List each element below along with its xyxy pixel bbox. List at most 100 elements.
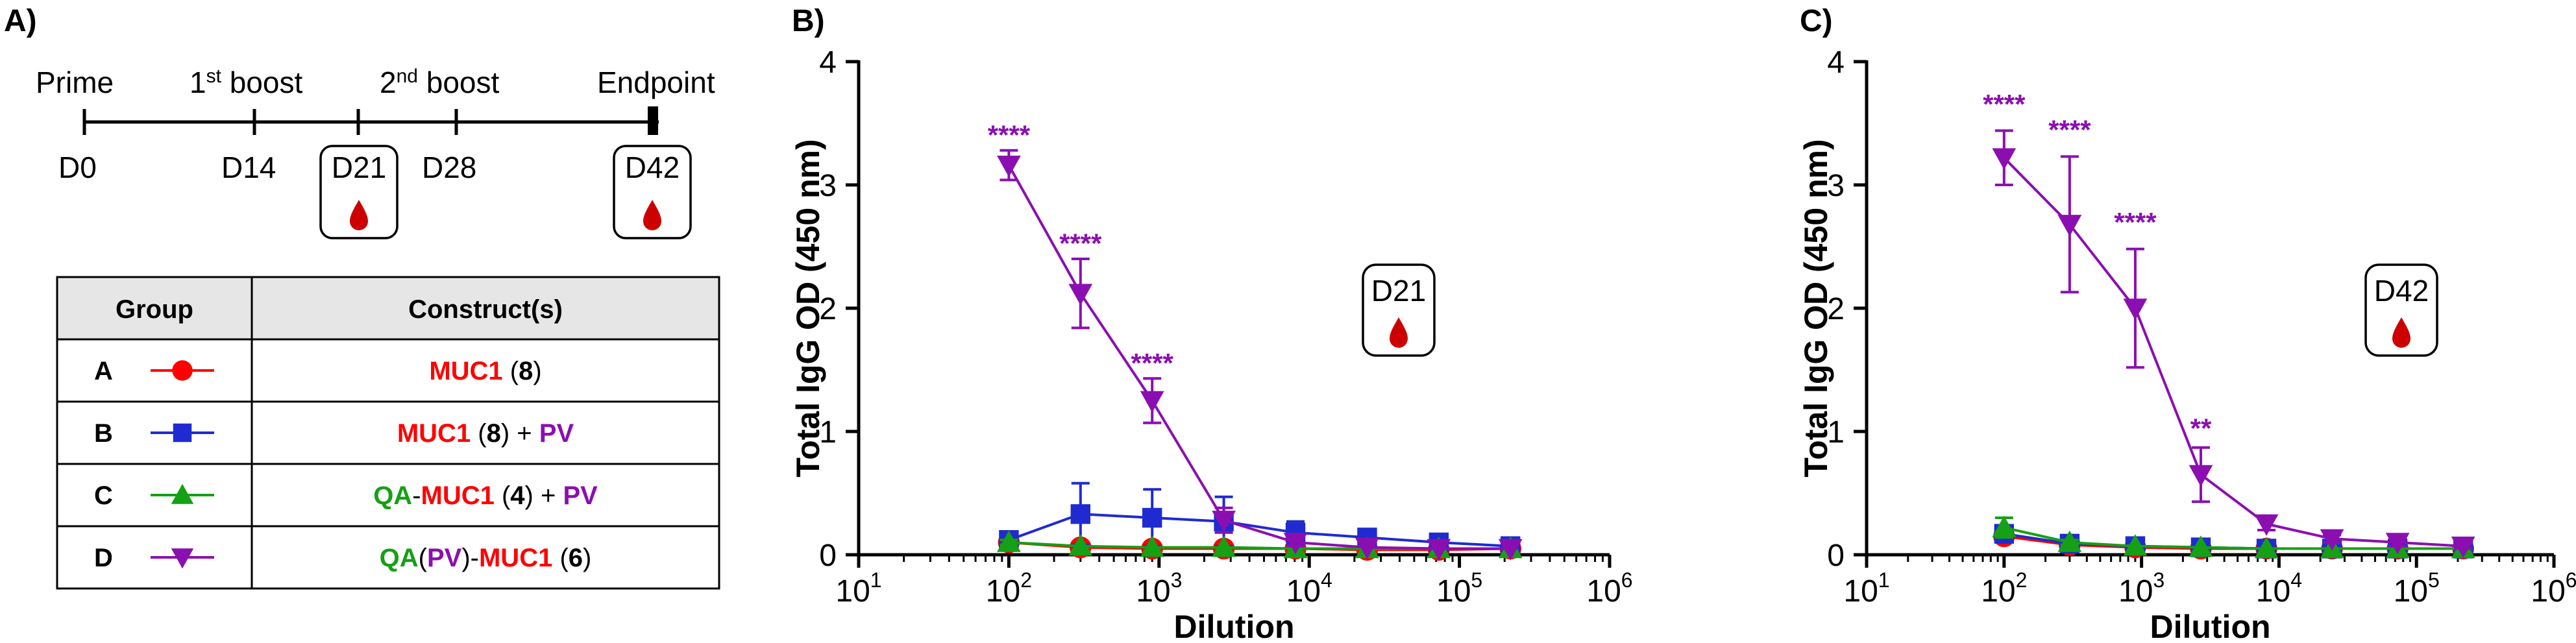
table-row: D QA(PV)-MUC1 (6)	[94, 544, 591, 572]
table-row: A MUC1 (8)	[94, 357, 542, 385]
x-tick-label: 103	[1136, 568, 1182, 609]
marker-triangle-up	[1140, 535, 1164, 557]
marker-triangle-down	[2123, 298, 2148, 321]
marker-triangle-down	[171, 548, 194, 569]
table-header-bg	[57, 277, 719, 339]
y-tick-label: 1	[819, 415, 837, 450]
y-tick-label: 0	[1827, 539, 1845, 573]
series-D	[997, 149, 1523, 561]
timepoint-badge-label: D21	[1371, 274, 1426, 308]
timepoint-badge-label: D42	[2374, 274, 2429, 308]
table-row-group-letter: B	[94, 419, 113, 448]
marker-triangle-up	[1992, 515, 2017, 537]
marker-triangle-down	[1140, 391, 1164, 413]
bleed-box-d42-label: D42	[625, 151, 680, 184]
table-header-group: Group	[116, 295, 193, 324]
panel-label: C)	[1800, 4, 1833, 38]
marker-triangle-down	[1068, 284, 1093, 306]
marker-triangle-up	[1212, 535, 1236, 557]
bleed-box-d42	[613, 145, 692, 239]
significance-annotation: ****	[2048, 115, 2091, 145]
series-line	[1007, 164, 1511, 550]
y-tick-label: 2	[819, 292, 837, 326]
y-axis-label: Total IgG OD (450 nm)	[1798, 139, 1834, 477]
y-tick-label: 0	[819, 539, 837, 573]
significance-annotation: ****	[1983, 89, 2026, 119]
marker-triangle-down	[1992, 148, 2017, 170]
marker-triangle-down	[2451, 536, 2475, 559]
x-tick-label: 101	[1843, 568, 1889, 609]
marker-triangle-down	[1427, 539, 1451, 561]
x-tick-label: 106	[1586, 568, 1632, 609]
x-tick-label: 101	[835, 568, 881, 609]
table-header-constructs: Construct(s)	[408, 295, 563, 324]
significance-annotation: ****	[1131, 348, 1174, 378]
marker-triangle-up	[2189, 535, 2213, 557]
bleed-box-d21	[319, 145, 399, 239]
marker-triangle-up	[997, 530, 1021, 552]
panel-a-label: A)	[4, 4, 37, 38]
x-tick-label: 102	[1981, 568, 2027, 609]
group-table: Group Construct(s) A MUC1 (8) B MUC1 (8) + …	[56, 276, 720, 590]
marker-triangle-up	[2123, 534, 2148, 556]
timepoint-badge	[2364, 263, 2438, 357]
significance-annotation: ****	[1059, 228, 1102, 259]
x-axis-label: Dilution	[1173, 609, 1294, 643]
series-line	[2003, 156, 2464, 548]
panel-a: A) Prime 1st boost 2nd boost Endpoint D0…	[4, 4, 720, 590]
panel-c: C) 0 1 2 3 4 101 102 103 104 105 106 Dilution Total I…	[1798, 4, 2576, 643]
timepoint-badge	[1362, 263, 1436, 357]
table-row-construct: QA-MUC1 (4) + PV	[373, 481, 598, 510]
series-D	[1992, 129, 2475, 559]
x-tick-label: 103	[2118, 568, 2165, 609]
y-tick-label: 3	[1827, 169, 1845, 203]
marker-triangle-down	[2254, 514, 2279, 536]
panel-b: B) 0 1 2 3 4 101 102 103 104 105 106 Dilution Total I…	[790, 4, 1633, 643]
y-axis-label: Total IgG OD (450 nm)	[790, 139, 826, 477]
marker-triangle-down	[2385, 533, 2410, 555]
table-row: B MUC1 (8) + PV	[94, 419, 574, 448]
marker-triangle-up	[1068, 534, 1093, 556]
series-line	[1008, 513, 1511, 548]
marker-triangle-down	[2057, 215, 2082, 237]
timeline-boost2-label: 2nd boost	[380, 66, 499, 99]
timeline-d14-label: D14	[221, 151, 276, 184]
panel-label: B)	[792, 4, 825, 38]
table-row-group-letter: A	[94, 357, 113, 385]
x-axis-label: Dilution	[2150, 609, 2270, 643]
y-tick-label: 2	[1827, 292, 1845, 326]
marker-triangle-down	[2189, 465, 2213, 487]
marker-triangle-up	[2254, 537, 2279, 559]
table-row-construct: MUC1 (8)	[429, 357, 541, 385]
timeline-d28-label: D28	[422, 151, 476, 184]
significance-annotation: ****	[988, 119, 1031, 150]
timeline-endpoint-label: Endpoint	[597, 66, 715, 99]
x-tick-label: 106	[2531, 568, 2576, 609]
marker-square	[1142, 507, 1162, 528]
table-row-construct: MUC1 (8) + PV	[397, 419, 574, 448]
y-tick-label: 4	[1827, 45, 1845, 80]
table-row-group-letter: C	[94, 481, 113, 510]
significance-annotation: **	[2190, 413, 2212, 444]
table-row-group-letter: D	[94, 544, 113, 572]
table-row-construct: QA(PV)-MUC1 (6)	[380, 544, 592, 572]
y-tick-label: 1	[1827, 415, 1845, 450]
x-tick-label: 105	[1436, 568, 1482, 609]
x-tick-label: 104	[2256, 568, 2302, 609]
significance-annotation: ****	[2114, 207, 2157, 237]
marker-triangle-up	[171, 483, 194, 504]
timeline-d0-label: D0	[58, 151, 97, 184]
marker-square	[1070, 504, 1091, 524]
marker-triangle-up	[2057, 530, 2082, 552]
marker-triangle-down	[1212, 511, 1236, 533]
y-tick-label: 3	[819, 169, 837, 203]
marker-triangle-down	[997, 155, 1021, 177]
marker-square	[173, 423, 192, 443]
marker-triangle-down	[1498, 539, 1523, 561]
bleed-box-d21-label: D21	[332, 151, 386, 184]
timeline-boost1-label: 1st boost	[190, 66, 302, 99]
timeline-prime-label: Prime	[36, 66, 114, 99]
x-tick-label: 104	[1286, 568, 1332, 609]
marker-triangle-down	[2320, 529, 2344, 551]
table-body: A MUC1 (8) B MUC1 (8) + PV C QA-MUC1 (4) + PV…	[94, 357, 598, 572]
